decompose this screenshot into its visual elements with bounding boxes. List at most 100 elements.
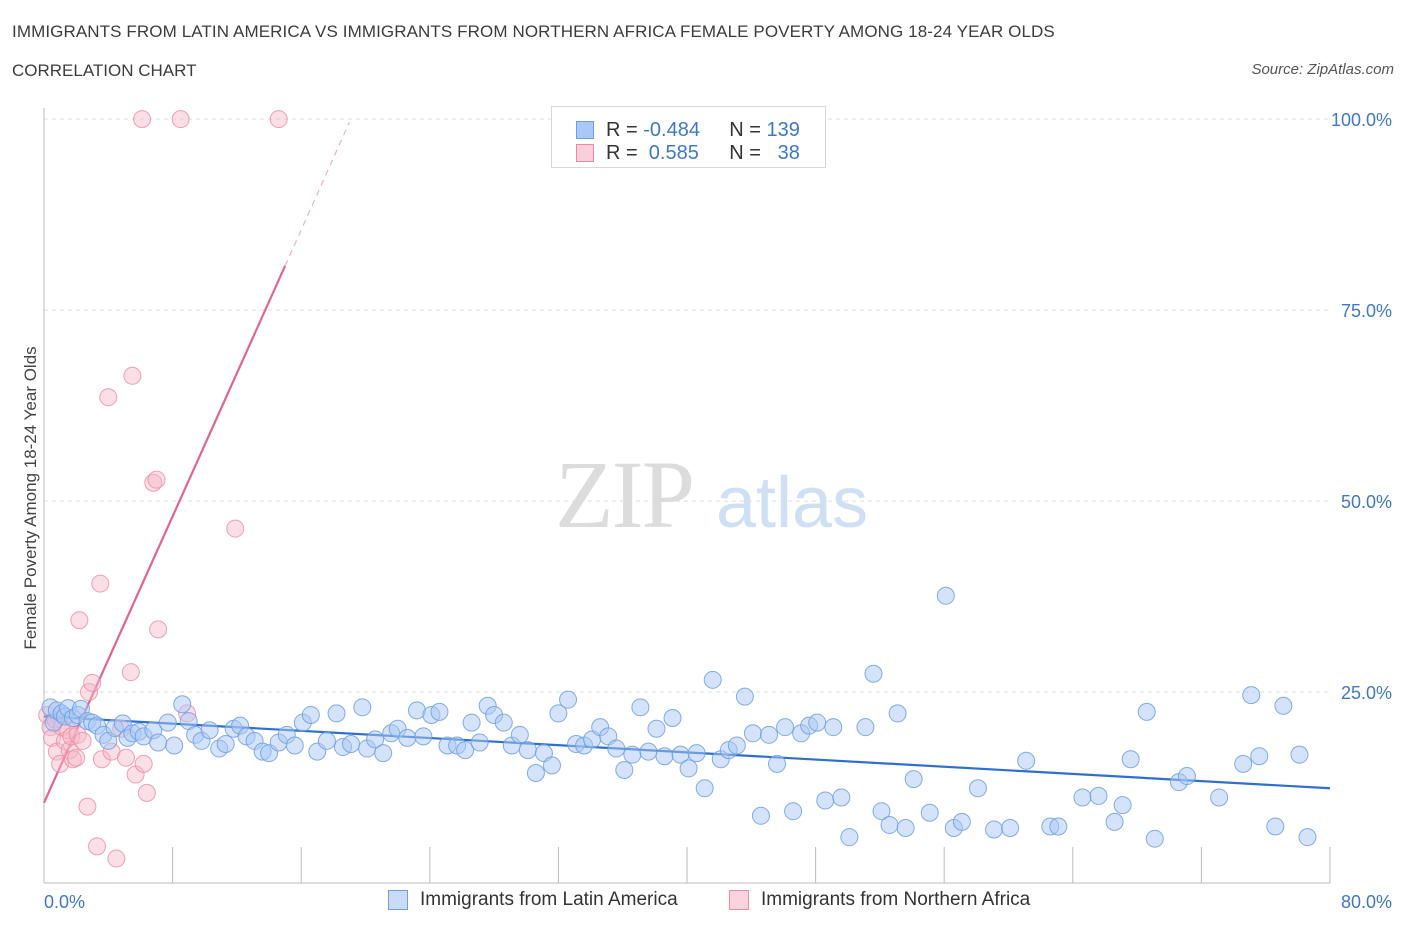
data-point-latin-america [784, 802, 803, 821]
data-point-latin-america [615, 760, 634, 779]
data-point-latin-america [727, 736, 746, 755]
data-point-latin-america [200, 721, 219, 740]
data-point-latin-america [631, 698, 650, 717]
data-point-latin-america [518, 741, 537, 760]
data-point-latin-america [1113, 796, 1132, 815]
data-point-latin-america [1210, 788, 1229, 807]
data-point-latin-america [430, 702, 449, 721]
data-point-latin-america [342, 734, 361, 753]
data-point-northern-africa [70, 611, 89, 630]
data-point-latin-america [165, 736, 184, 755]
r-value-northern-africa: 0.585 [643, 141, 699, 164]
data-point-northern-africa [226, 519, 245, 538]
data-point-northern-africa [107, 849, 126, 868]
legend-swatch-blue [388, 890, 408, 910]
data-point-latin-america [1145, 829, 1164, 848]
data-point-latin-america [1089, 786, 1108, 805]
data-point-latin-america [1250, 747, 1269, 766]
data-point-latin-america [510, 725, 529, 744]
data-point-latin-america [353, 698, 372, 717]
data-point-latin-america [398, 728, 417, 747]
data-point-latin-america [1017, 751, 1036, 770]
data-point-latin-america [542, 756, 561, 775]
data-point-latin-america [663, 709, 682, 728]
data-point-latin-america [1105, 812, 1124, 831]
data-point-latin-america [985, 820, 1004, 839]
legend-item-latin-america: Immigrants from Latin America [388, 889, 678, 911]
data-point-latin-america [470, 733, 489, 752]
legend-label-latin-america: Immigrants from Latin America [420, 889, 678, 910]
watermark-atlas: atlas [716, 463, 868, 543]
data-point-northern-africa [269, 110, 288, 129]
data-point-latin-america [768, 754, 787, 773]
data-point-latin-america [896, 819, 915, 838]
y-tick-label-25: 25.0% [1341, 683, 1392, 703]
data-point-latin-america [285, 736, 304, 755]
r-label: R = [606, 141, 638, 164]
y-axis-label: Female Poverty Among 18-24 Year Olds [21, 346, 40, 649]
y-tick-label-50: 50.0% [1341, 492, 1392, 512]
data-point-latin-america [301, 705, 320, 724]
x-tick-label-0: 0.0% [44, 892, 85, 912]
data-point-latin-america [173, 695, 192, 714]
watermark-zip: ZIP [555, 441, 693, 548]
data-point-northern-africa [123, 366, 142, 385]
data-point-northern-africa [73, 731, 92, 750]
data-point-latin-america [1234, 754, 1253, 773]
data-point-northern-africa [78, 797, 97, 816]
data-point-northern-africa [116, 748, 135, 767]
r-value-latin-america: -0.484 [643, 118, 700, 141]
data-point-latin-america [149, 733, 168, 752]
data-point-latin-america [494, 713, 513, 732]
data-point-northern-africa [134, 754, 153, 773]
data-point-latin-america [920, 803, 939, 822]
data-point-northern-africa [144, 473, 163, 492]
chart-title: IMMIGRANTS FROM LATIN AMERICA VS IMMIGRA… [12, 22, 1055, 41]
data-point-latin-america [824, 718, 843, 737]
grid-lines [44, 118, 1330, 693]
y-tick-label-100: 100.0% [1331, 110, 1392, 130]
n-label: N = [729, 141, 761, 164]
data-point-latin-america [549, 704, 568, 723]
source-credit: Source: ZipAtlas.com [1251, 61, 1394, 78]
tick-labels: 25.0% 50.0% 75.0% 100.0% 0.0% 80.0% [44, 110, 1392, 912]
data-point-latin-america [1242, 686, 1261, 705]
data-point-latin-america [158, 713, 177, 732]
data-point-latin-america [679, 759, 698, 778]
stats-swatch-pink [576, 144, 594, 162]
data-point-latin-america [216, 734, 235, 753]
trend-extension-northern-africa [284, 121, 350, 267]
data-point-northern-africa [147, 470, 166, 489]
stats-row-latin-america: R = -0.484 N = 139 [576, 118, 800, 142]
data-point-latin-america [880, 815, 899, 834]
data-point-latin-america [695, 779, 714, 798]
data-point-latin-america [735, 687, 754, 706]
data-point-latin-america [639, 742, 658, 761]
legend-item-northern-africa: Immigrants from Northern Africa [729, 889, 1030, 911]
data-point-latin-america [317, 731, 336, 750]
data-point-latin-america [1298, 828, 1317, 847]
data-point-northern-africa [91, 574, 110, 593]
data-point-latin-america [808, 713, 827, 732]
data-point-latin-america [743, 724, 762, 743]
series-latin-america-points [41, 586, 1317, 848]
y-tick-label-75: 75.0% [1341, 301, 1392, 321]
data-point-latin-america [374, 744, 393, 763]
n-label: N = [729, 118, 761, 141]
data-point-latin-america [751, 806, 770, 825]
data-point-northern-africa [92, 750, 111, 769]
data-point-latin-america [776, 718, 795, 737]
data-point-latin-america [559, 690, 578, 709]
data-point-latin-america [1177, 767, 1196, 786]
data-point-northern-africa [171, 110, 190, 129]
data-point-northern-africa [137, 783, 156, 802]
data-point-northern-africa [121, 663, 140, 682]
data-point-northern-africa [62, 727, 81, 746]
data-point-northern-africa [149, 620, 168, 639]
data-point-latin-america [1274, 696, 1293, 715]
chart-subtitle: CORRELATION CHART [12, 61, 197, 80]
n-value-latin-america: 139 [766, 118, 800, 141]
n-value-northern-africa: 38 [777, 141, 800, 164]
data-point-latin-america [1290, 745, 1309, 764]
